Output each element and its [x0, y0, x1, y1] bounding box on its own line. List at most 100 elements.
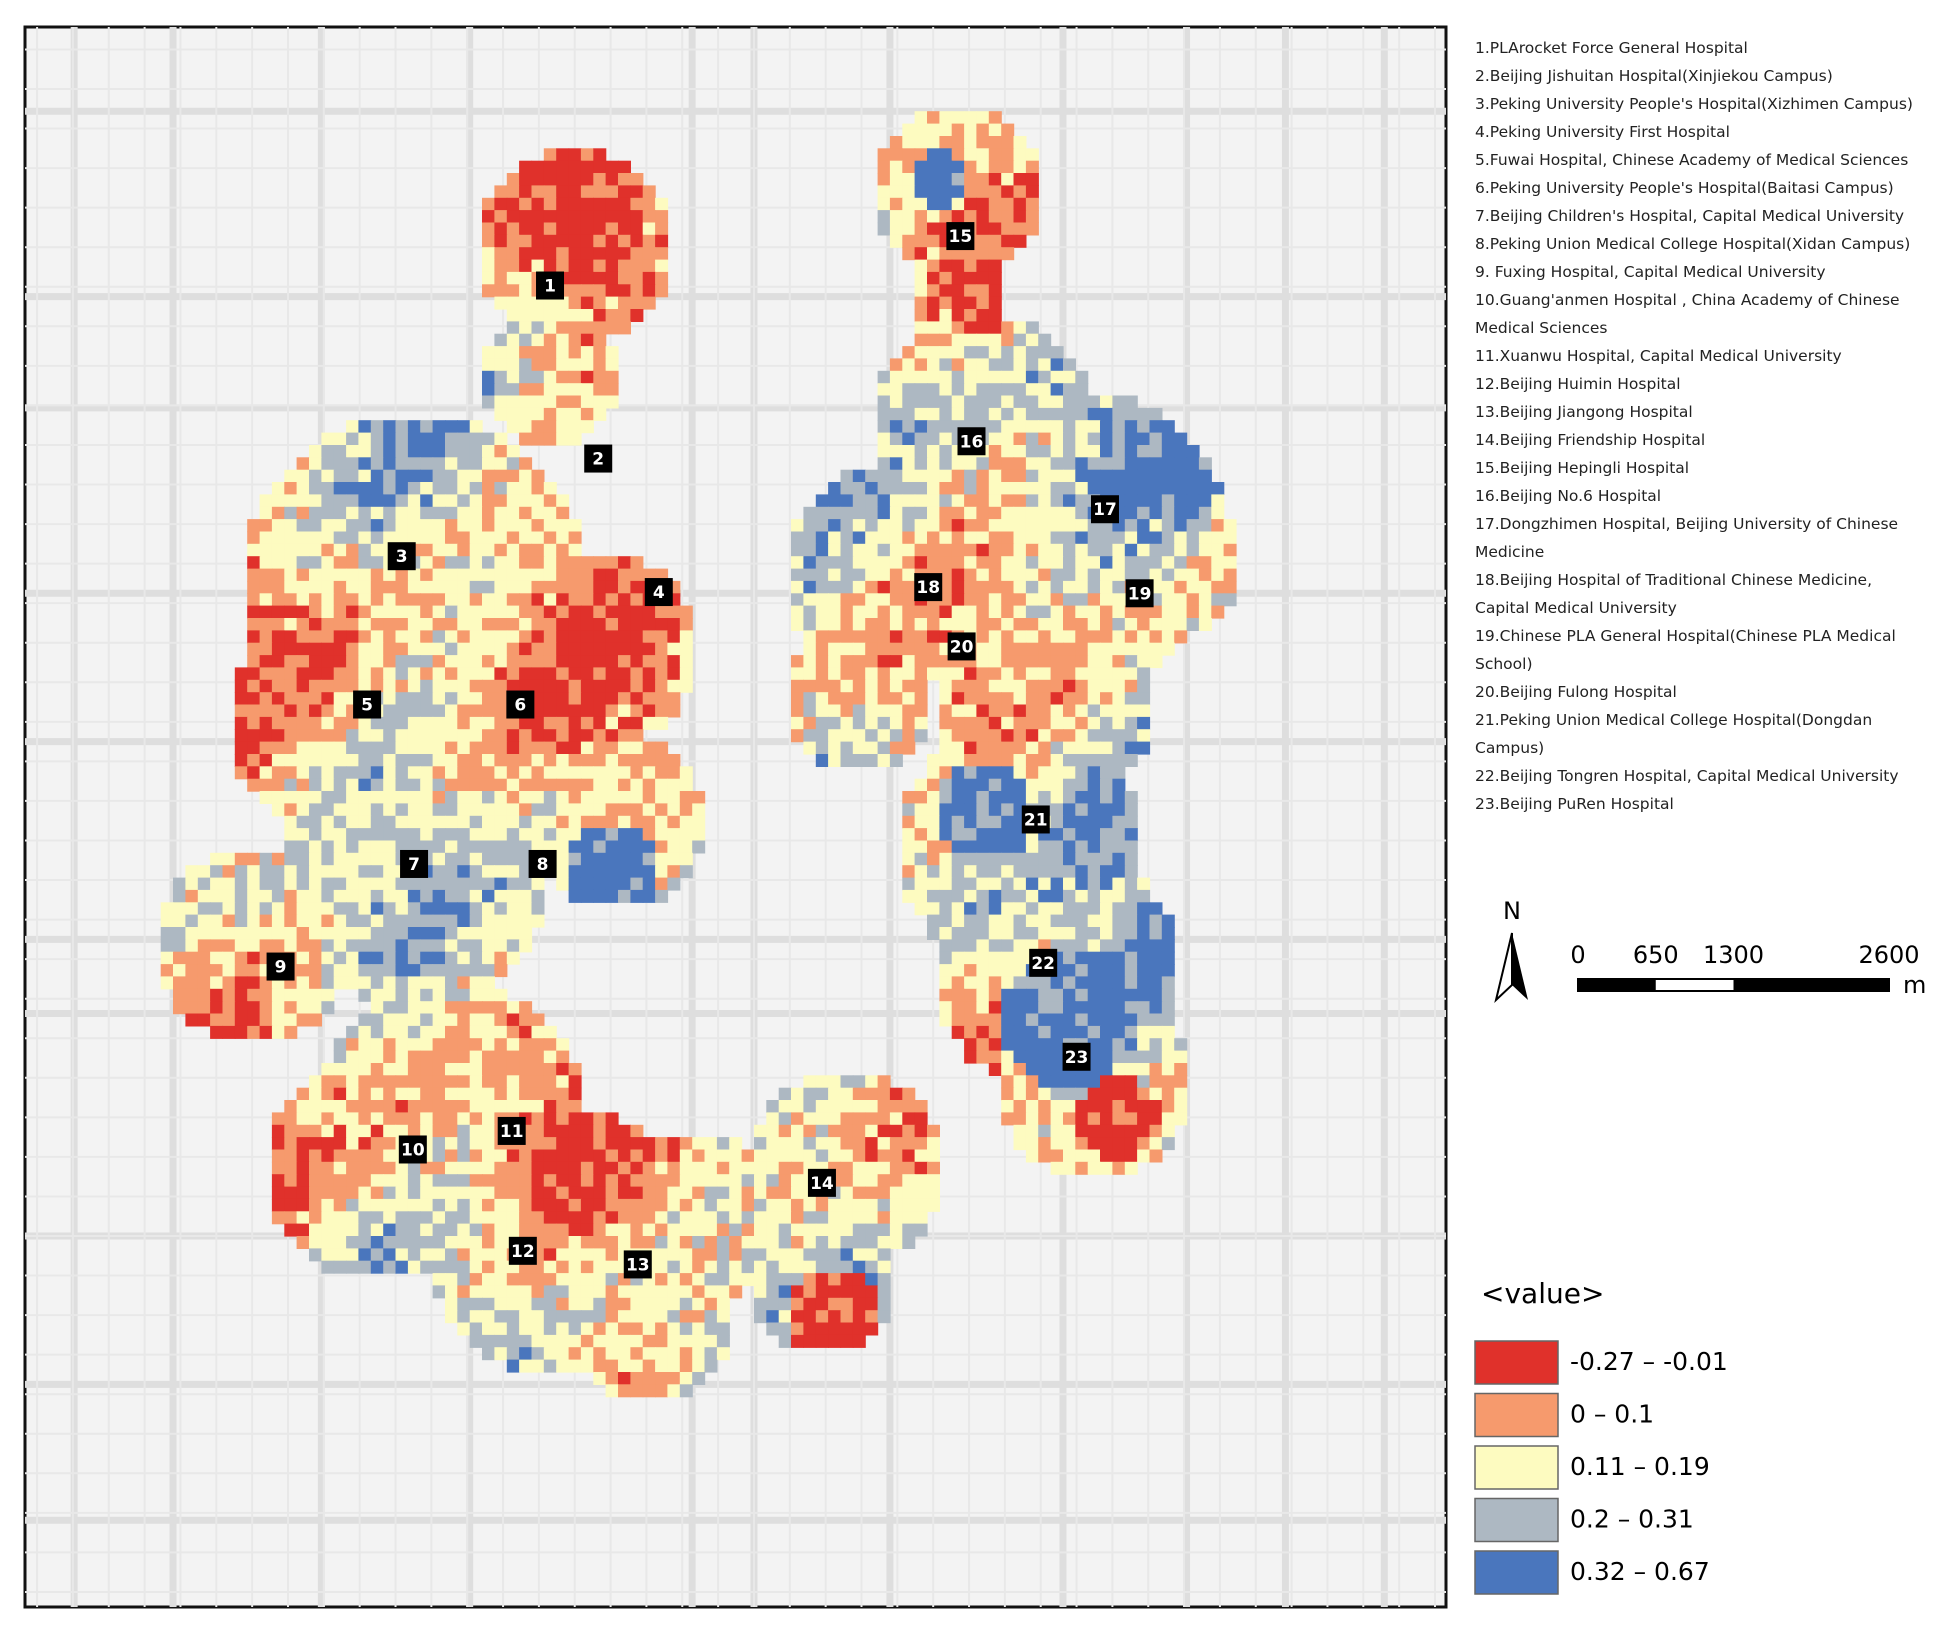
grid-cell: [333, 580, 347, 594]
grid-cell: [457, 482, 471, 495]
grid-cell: [333, 1149, 347, 1163]
grid-cell: [1001, 630, 1015, 644]
grid-cell: [927, 1186, 940, 1200]
grid-cell: [865, 1112, 879, 1126]
grid-cell: [976, 358, 990, 372]
grid-cell: [383, 667, 397, 681]
grid-cell: [1025, 679, 1039, 693]
grid-cell: [420, 420, 434, 434]
grid-cell: [271, 914, 285, 928]
grid-cell: [457, 1198, 471, 1212]
grid-cell: [1063, 543, 1076, 557]
grid-cell: [531, 568, 545, 582]
grid-cell: [395, 976, 409, 990]
grid-cell: [704, 1236, 718, 1249]
grid-cell: [1174, 1050, 1188, 1064]
grid-cell: [407, 1038, 421, 1052]
grid-cell: [1124, 543, 1138, 557]
grid-cell: [939, 333, 953, 347]
grid-cell: [556, 1322, 570, 1336]
grid-cell: [877, 148, 891, 162]
grid-cell: [1063, 1087, 1076, 1101]
grid-cell: [580, 556, 594, 570]
grid-cell: [1087, 395, 1101, 409]
grid-cell: [185, 964, 199, 978]
grid-cell: [1137, 1137, 1151, 1151]
grid-cell: [852, 630, 866, 644]
grid-cell: [840, 1285, 854, 1299]
grid-cell: [531, 543, 545, 557]
grid-cell: [271, 1161, 285, 1175]
grid-cell: [519, 741, 533, 755]
grid-cell: [902, 667, 916, 681]
grid-cell: [432, 1075, 446, 1089]
grid-cell: [889, 1137, 903, 1151]
grid-cell: [333, 1100, 347, 1113]
grid-cell: [185, 951, 199, 965]
grid-cell: [506, 741, 520, 755]
grid-cell: [679, 1186, 693, 1200]
grid-cell: [543, 1025, 557, 1039]
grid-cell: [494, 494, 508, 508]
grid-cell: [519, 902, 533, 916]
grid-cell: [271, 630, 285, 644]
grid-cell: [1100, 877, 1113, 891]
marker-box: [957, 427, 986, 456]
marker-label: 3: [396, 547, 408, 567]
grid-cell: [432, 1174, 446, 1188]
grid-cell: [445, 815, 458, 829]
grid-cell: [482, 1223, 495, 1237]
grid-cell: [346, 642, 360, 656]
grid-cell: [309, 766, 322, 780]
grid-cell: [679, 667, 693, 681]
grid-cell: [803, 655, 817, 669]
grid-cell: [519, 543, 533, 557]
grid-cell: [1112, 927, 1126, 940]
grid-cell: [432, 741, 446, 755]
grid-cell: [1112, 1149, 1126, 1163]
grid-cell: [420, 791, 434, 804]
grid-cell: [506, 1359, 520, 1373]
grid-cell: [210, 1025, 224, 1039]
grid-cell: [432, 605, 446, 619]
grid-cell: [556, 704, 570, 718]
grid-cell: [531, 407, 545, 421]
grid-cell: [914, 432, 928, 446]
grid-cell: [210, 902, 224, 916]
grid-cell: [1038, 754, 1052, 767]
grid-cell: [1050, 988, 1064, 1002]
grid-cell: [482, 284, 495, 298]
grid-cell: [1075, 865, 1089, 879]
grid-cell: [531, 1161, 545, 1175]
grid-cell: [902, 704, 916, 718]
grid-cell: [358, 519, 372, 533]
grid-cell: [1100, 395, 1113, 409]
grid-cell: [580, 1322, 594, 1336]
grid-cell: [667, 877, 681, 891]
grid-cell: [247, 865, 261, 879]
grid-cell: [964, 605, 978, 619]
grid-cell: [432, 1087, 446, 1101]
grid-cell: [655, 1186, 669, 1200]
grid-cell: [346, 1038, 360, 1052]
grid-cell: [914, 160, 928, 174]
grid-cell: [333, 766, 347, 780]
grid-cell: [865, 469, 879, 483]
grid-cell: [964, 580, 978, 594]
grid-cell: [395, 1112, 409, 1126]
grid-cell: [321, 1075, 335, 1089]
grid-cell: [889, 1161, 903, 1175]
grid-cell: [667, 1211, 681, 1225]
grid-cell: [556, 1186, 570, 1200]
grid-cell: [222, 927, 236, 940]
grid-cell: [1124, 531, 1138, 545]
grid-cell: [865, 655, 879, 669]
grid-cell: [1124, 1124, 1138, 1138]
grid-cell: [618, 630, 631, 644]
marker-box: [623, 1250, 652, 1279]
grid-cell: [234, 865, 248, 879]
grid-cell: [902, 506, 916, 520]
grid-cell: [1038, 741, 1052, 755]
grid-cell: [506, 630, 520, 644]
grid-cell: [259, 1025, 273, 1039]
